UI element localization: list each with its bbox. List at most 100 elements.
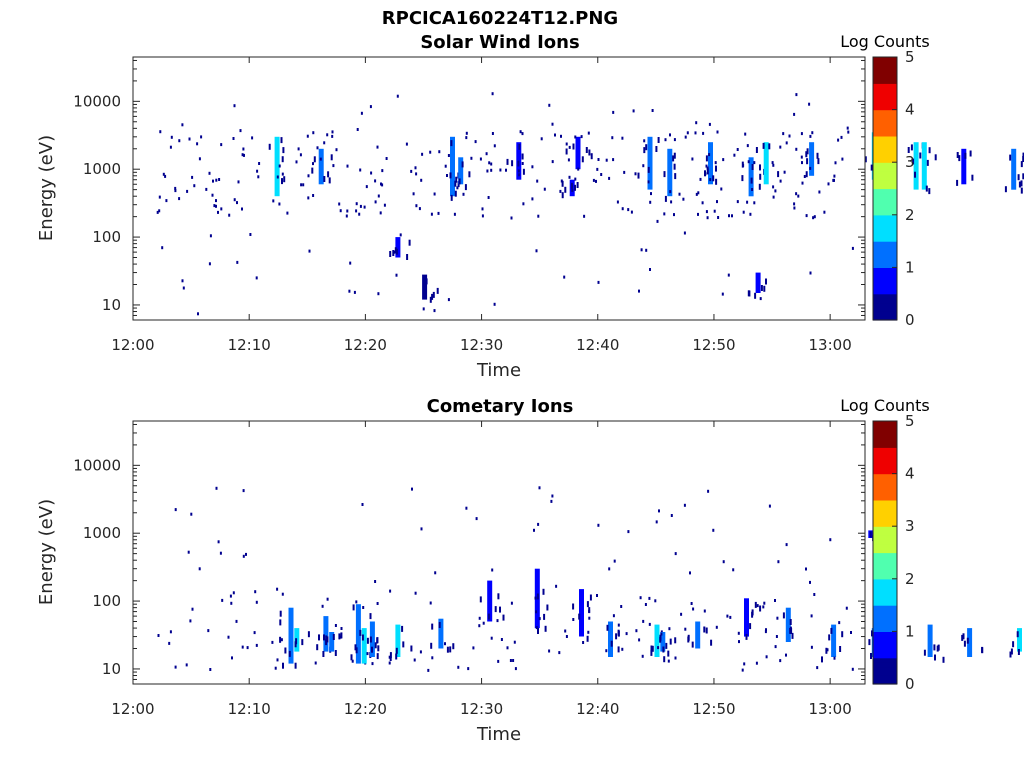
heatmap-cell — [925, 185, 928, 192]
heatmap-cell — [674, 637, 677, 644]
heatmap-cell — [543, 187, 546, 191]
heatmap-cell — [771, 161, 774, 165]
heatmap-cell — [406, 254, 409, 260]
heatmap-cell — [747, 160, 750, 164]
colorbar-segment — [873, 675, 897, 681]
heatmap-cell — [506, 158, 509, 165]
heatmap-band — [913, 142, 919, 190]
heatmap-cell — [313, 156, 316, 163]
heatmap-cell — [312, 162, 314, 166]
heatmap-cell — [839, 646, 842, 652]
heatmap-cell — [233, 198, 236, 202]
heatmap-cell — [156, 210, 159, 214]
heatmap-cell — [506, 646, 509, 650]
heatmap-cell — [241, 645, 244, 649]
heatmap-cell — [590, 153, 593, 160]
heatmap-cell — [359, 168, 362, 172]
heatmap-cell — [551, 494, 554, 498]
colorbar-segment — [873, 495, 897, 501]
heatmap-cell — [486, 169, 489, 173]
heatmap-band — [755, 272, 761, 293]
heatmap-cell — [737, 631, 740, 635]
heatmap-cell — [717, 216, 720, 219]
heatmap-cell — [851, 667, 854, 671]
colorbar-segment — [873, 162, 897, 168]
heatmap-cell — [312, 131, 315, 135]
heatmap-cell — [615, 633, 618, 640]
colorbar-segment — [873, 482, 897, 488]
heatmap-cell — [934, 654, 936, 661]
heatmap-cell — [683, 503, 686, 507]
heatmap-cell — [674, 173, 677, 180]
colorbar-segment — [873, 100, 897, 106]
heatmap-cell — [690, 602, 693, 605]
heatmap-band — [763, 142, 769, 185]
heatmap-cell — [546, 604, 549, 611]
heatmap-cell — [964, 152, 967, 159]
colorbar-segment — [873, 131, 897, 137]
heatmap-cell — [414, 591, 417, 595]
heatmap-cell — [514, 667, 517, 671]
heatmap-cell — [493, 144, 496, 148]
heatmap-cell — [663, 171, 666, 178]
heatmap-band — [361, 628, 367, 664]
heatmap-cell — [188, 137, 191, 141]
colorbar-segment — [873, 96, 897, 102]
heatmap-cell — [763, 285, 766, 292]
heatmap-cell — [513, 640, 516, 644]
colorbar-segment — [873, 311, 897, 317]
heatmap-cell — [809, 271, 812, 275]
heatmap-cell — [280, 638, 283, 642]
colorbar-segment — [873, 214, 897, 220]
heatmap-cell — [777, 560, 780, 564]
heatmap-cell — [474, 140, 477, 144]
heatmap-cell — [521, 132, 524, 136]
colorbar-segment — [873, 87, 897, 93]
colorbar-segment — [873, 644, 897, 650]
heatmap-band — [695, 621, 701, 649]
heatmap-cell — [612, 614, 615, 618]
colorbar-segment — [873, 223, 897, 229]
heatmap-cell — [625, 632, 628, 636]
heatmap-cell — [334, 624, 337, 627]
heatmap-cell — [444, 164, 447, 168]
heatmap-cell — [432, 291, 435, 298]
heatmap-cell — [759, 605, 762, 612]
heatmap-cell — [694, 131, 697, 135]
heatmap-cell — [279, 636, 282, 643]
heatmap-cell — [284, 647, 287, 654]
heatmap-cell — [551, 122, 554, 126]
heatmap-cell — [402, 641, 405, 648]
x-tick-label: 12:40 — [576, 700, 619, 718]
heatmap-cell — [608, 567, 611, 571]
heatmap-cell — [571, 188, 574, 192]
heatmap-cell — [816, 152, 819, 159]
heatmap-cell — [379, 211, 382, 215]
colorbar-segment — [873, 473, 897, 479]
heatmap-cell — [227, 635, 230, 639]
heatmap-cell — [157, 634, 160, 637]
colorbar-tick-label: 3 — [905, 517, 915, 535]
colorbar-segment — [873, 477, 897, 483]
heatmap-cell — [560, 134, 562, 138]
colorbar-segment — [873, 236, 897, 242]
heatmap-cell — [754, 292, 757, 299]
heatmap-cell — [612, 158, 615, 162]
heatmap-cell — [561, 192, 564, 199]
heatmap-band — [961, 148, 967, 185]
heatmap-cell — [411, 487, 413, 491]
colorbar-segment — [873, 521, 897, 527]
heatmap-cell — [369, 105, 372, 109]
heatmap-cell — [742, 163, 745, 167]
heatmap-cell — [777, 171, 780, 178]
colorbar-segment — [873, 179, 897, 185]
heatmap-cell — [791, 632, 794, 639]
heatmap-cell — [461, 161, 464, 168]
heatmap-cell — [436, 287, 439, 294]
heatmap-cell — [421, 152, 424, 156]
heatmap-cell — [359, 629, 362, 636]
heatmap-band — [422, 274, 428, 300]
heatmap-cell — [537, 214, 540, 218]
colorbar-tick-label: 1 — [905, 622, 915, 640]
y-tick-label: 1000 — [83, 524, 121, 542]
